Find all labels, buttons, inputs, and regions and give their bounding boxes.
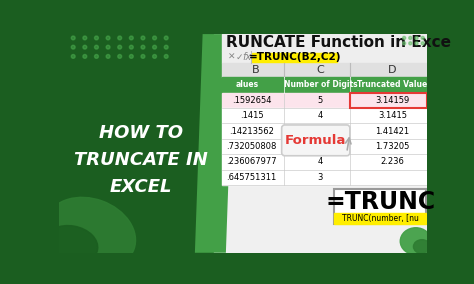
Circle shape xyxy=(94,55,99,58)
Circle shape xyxy=(164,55,168,58)
Circle shape xyxy=(118,45,122,49)
Circle shape xyxy=(71,45,75,49)
Bar xyxy=(222,108,427,124)
Text: 3.14159: 3.14159 xyxy=(375,96,410,105)
Text: Number of Digits: Number of Digits xyxy=(283,80,357,89)
Bar xyxy=(222,154,427,170)
Circle shape xyxy=(415,42,418,45)
Text: =TRUNC: =TRUNC xyxy=(325,190,435,214)
Circle shape xyxy=(118,55,122,58)
Ellipse shape xyxy=(44,225,98,265)
Ellipse shape xyxy=(400,228,431,255)
Circle shape xyxy=(409,42,412,45)
Text: .732050808: .732050808 xyxy=(226,142,277,151)
Circle shape xyxy=(83,55,87,58)
Text: TRUNC(number, [nu: TRUNC(number, [nu xyxy=(342,214,419,223)
Text: 4: 4 xyxy=(318,111,323,120)
Text: 1.41421: 1.41421 xyxy=(375,127,410,135)
Text: ✓: ✓ xyxy=(235,53,243,62)
Text: 2.236: 2.236 xyxy=(381,157,404,166)
Circle shape xyxy=(164,45,168,49)
Bar xyxy=(222,124,427,139)
Text: =TRUNC(B2,C2): =TRUNC(B2,C2) xyxy=(248,52,341,62)
Circle shape xyxy=(402,42,406,45)
Circle shape xyxy=(153,45,156,49)
Bar xyxy=(222,63,427,77)
Text: alues: alues xyxy=(236,80,259,89)
Bar xyxy=(350,93,427,108)
Text: 3: 3 xyxy=(318,173,323,182)
Circle shape xyxy=(129,45,133,49)
Circle shape xyxy=(141,36,145,40)
Circle shape xyxy=(153,55,156,58)
Text: 5: 5 xyxy=(318,96,323,105)
Text: D: D xyxy=(388,65,397,75)
Bar xyxy=(222,139,427,154)
Text: .236067977: .236067977 xyxy=(226,157,277,166)
Circle shape xyxy=(94,45,99,49)
Text: .1592654: .1592654 xyxy=(232,96,271,105)
Circle shape xyxy=(106,45,110,49)
Circle shape xyxy=(415,36,418,39)
Circle shape xyxy=(421,36,424,39)
Circle shape xyxy=(71,36,75,40)
Bar xyxy=(222,51,427,63)
Text: Truncated Value: Truncated Value xyxy=(357,80,428,89)
Circle shape xyxy=(129,36,133,40)
Circle shape xyxy=(118,36,122,40)
Text: .645751311: .645751311 xyxy=(226,173,276,182)
Text: EXCEL: EXCEL xyxy=(109,178,172,196)
Circle shape xyxy=(153,36,156,40)
Circle shape xyxy=(141,55,145,58)
Text: ✕: ✕ xyxy=(228,53,235,62)
Circle shape xyxy=(164,36,168,40)
Text: fx: fx xyxy=(242,52,251,62)
Polygon shape xyxy=(195,34,234,253)
Text: B: B xyxy=(252,65,259,75)
Circle shape xyxy=(421,42,424,45)
Bar xyxy=(334,189,426,224)
Circle shape xyxy=(129,55,133,58)
Circle shape xyxy=(141,45,145,49)
Circle shape xyxy=(106,36,110,40)
Circle shape xyxy=(106,55,110,58)
Text: 1.73205: 1.73205 xyxy=(375,142,410,151)
Text: 4: 4 xyxy=(318,157,323,166)
Circle shape xyxy=(83,45,87,49)
Circle shape xyxy=(71,55,75,58)
Text: TRUNCATE IN: TRUNCATE IN xyxy=(73,151,208,169)
Text: 3.1415: 3.1415 xyxy=(378,111,407,120)
Bar xyxy=(334,213,426,224)
Ellipse shape xyxy=(413,240,430,254)
Text: .14213562: .14213562 xyxy=(229,127,274,135)
Text: C: C xyxy=(317,65,324,75)
Circle shape xyxy=(94,36,99,40)
Bar xyxy=(214,34,427,253)
Text: .1415: .1415 xyxy=(240,111,263,120)
Circle shape xyxy=(83,36,87,40)
Text: Formula: Formula xyxy=(285,134,346,147)
Bar xyxy=(59,34,222,253)
Text: RUNCATE Function in Exce: RUNCATE Function in Exce xyxy=(226,35,451,50)
Bar xyxy=(252,53,337,62)
Ellipse shape xyxy=(45,197,136,270)
Circle shape xyxy=(402,36,406,39)
Text: HOW TO: HOW TO xyxy=(99,124,182,142)
Bar xyxy=(222,170,427,185)
Bar xyxy=(222,34,427,51)
Bar xyxy=(334,189,426,224)
Bar xyxy=(222,93,427,108)
Bar xyxy=(222,77,427,93)
FancyBboxPatch shape xyxy=(282,125,350,156)
Circle shape xyxy=(409,36,412,39)
